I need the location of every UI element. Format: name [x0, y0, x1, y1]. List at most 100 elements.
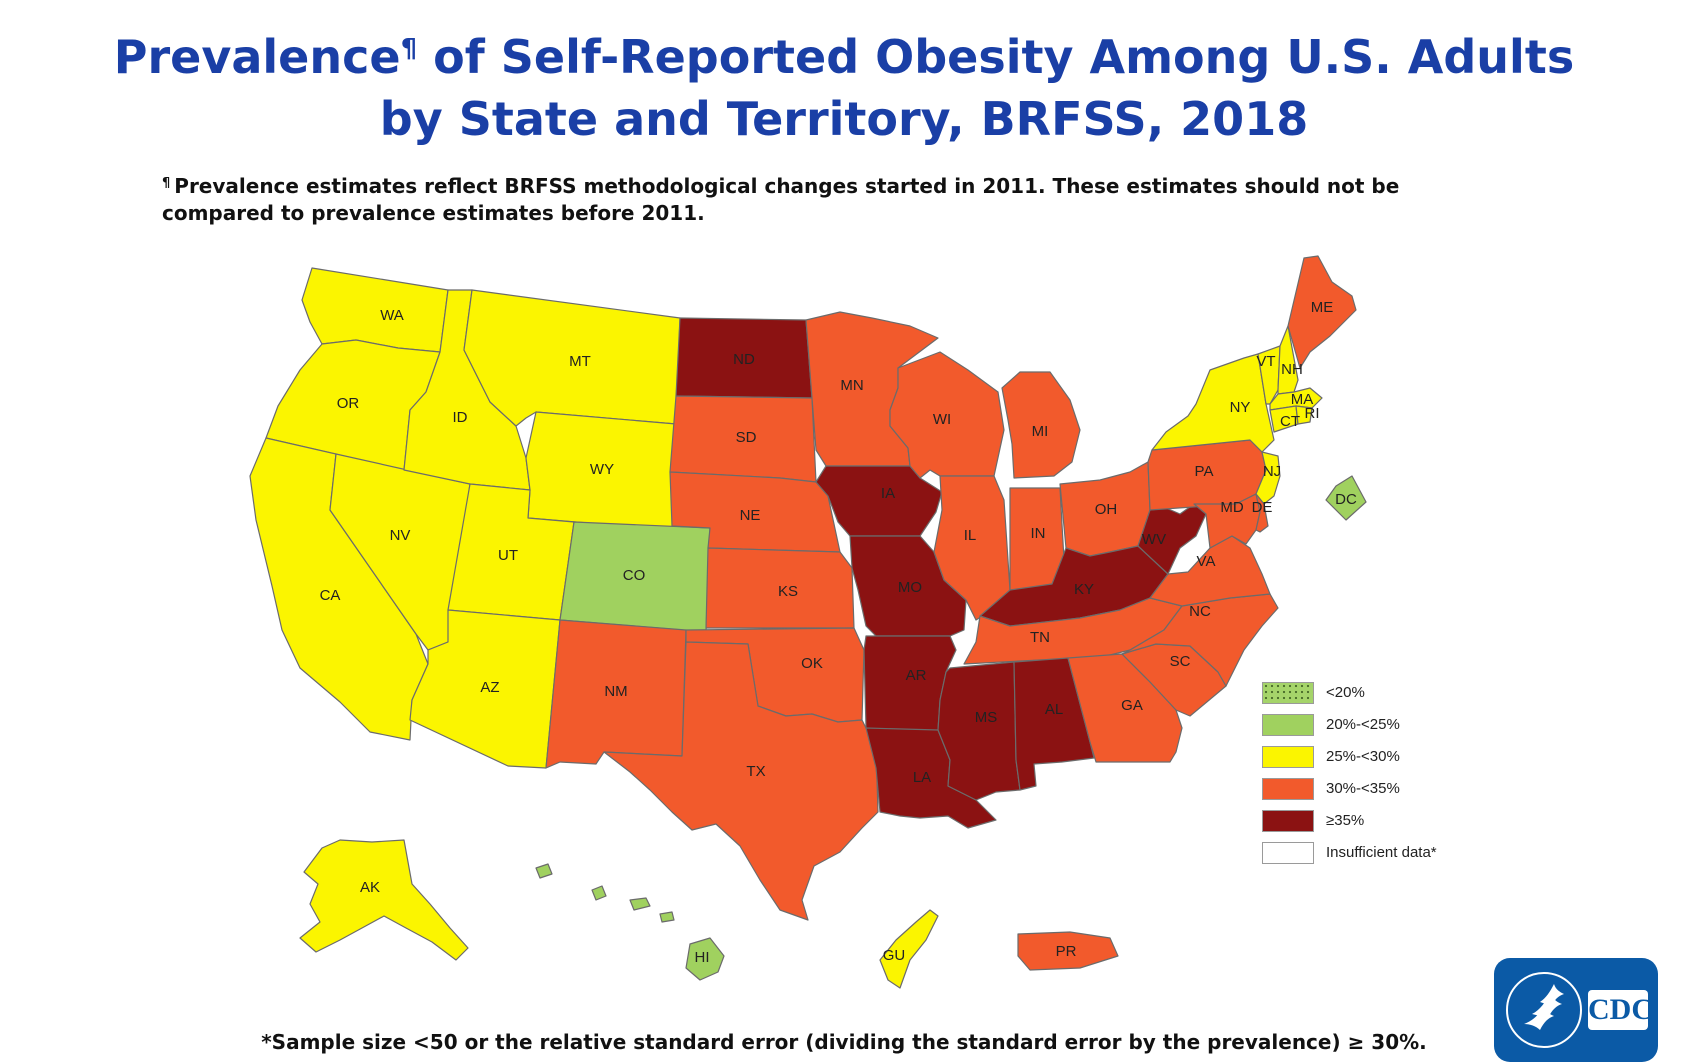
- state-hi: [685, 937, 725, 981]
- map-title: Prevalence¶ of Self-Reported Obesity Amo…: [0, 18, 1688, 150]
- legend-item-c20_25: 20%-<25%: [1262, 714, 1502, 740]
- state-label-nj: NJ: [1263, 463, 1281, 480]
- legend-swatch: [1262, 714, 1314, 736]
- state-label-in: IN: [1031, 525, 1046, 542]
- state-label-mo: MO: [898, 579, 922, 596]
- legend-swatch: [1262, 842, 1314, 864]
- state-me: [1287, 255, 1357, 369]
- state-label-ri: RI: [1305, 405, 1320, 422]
- state-pr: [1017, 931, 1119, 971]
- state-label-nv: NV: [390, 527, 411, 544]
- state-label-al: AL: [1045, 701, 1063, 718]
- state-label-nh: NH: [1281, 361, 1303, 378]
- state-label-dc: DC: [1335, 491, 1357, 508]
- state-label-hi: HI: [695, 949, 710, 966]
- state-label-nc: NC: [1189, 603, 1211, 620]
- state-ks: [705, 547, 855, 629]
- legend-item-c25_30: 25%-<30%: [1262, 746, 1502, 772]
- title-line1-rest: of Self-Reported Obesity Among U.S. Adul…: [417, 30, 1575, 84]
- state-label-ny: NY: [1230, 399, 1251, 416]
- state-label-wa: WA: [380, 307, 404, 324]
- legend-item-ge35: ≥35%: [1262, 810, 1502, 836]
- hi-island-2: [591, 885, 607, 901]
- state-label-de: DE: [1252, 499, 1273, 516]
- state-label-ma: MA: [1291, 391, 1314, 408]
- legend-swatch: [1262, 778, 1314, 800]
- hi-island-1: [535, 863, 553, 879]
- state-tx: [603, 641, 879, 921]
- state-mi: [1001, 371, 1081, 479]
- state-label-co: CO: [623, 567, 646, 584]
- state-label-ga: GA: [1121, 697, 1143, 714]
- sample-size-note: *Sample size <50 or the relative standar…: [261, 1030, 1427, 1054]
- state-label-sc: SC: [1170, 653, 1191, 670]
- state-label-ak: AK: [360, 879, 380, 896]
- legend-label: <20%: [1326, 684, 1365, 701]
- hi-island-4: [659, 911, 675, 923]
- state-ms: [937, 661, 1021, 801]
- state-wi: [889, 351, 1005, 479]
- state-label-wy: WY: [590, 461, 614, 478]
- state-label-nd: ND: [733, 351, 755, 368]
- state-label-sd: SD: [736, 429, 757, 446]
- methodology-footnote: ¶ Prevalence estimates reflect BRFSS meth…: [162, 170, 1492, 227]
- state-label-vt: VT: [1256, 353, 1275, 370]
- state-label-nm: NM: [604, 683, 627, 700]
- state-label-md: MD: [1220, 499, 1243, 516]
- legend-label: Insufficient data*: [1326, 844, 1437, 861]
- title-pilcrow: ¶: [400, 34, 418, 64]
- state-label-wi: WI: [933, 411, 951, 428]
- state-label-ms: MS: [975, 709, 998, 726]
- state-label-ky: KY: [1074, 581, 1094, 598]
- state-label-ar: AR: [906, 667, 927, 684]
- hi-island-3: [629, 897, 651, 911]
- legend-swatch: [1262, 682, 1314, 704]
- state-label-az: AZ: [480, 679, 499, 696]
- state-label-la: LA: [913, 769, 931, 786]
- state-label-ct: CT: [1280, 413, 1300, 430]
- state-label-gu: GU: [883, 947, 906, 964]
- state-label-tx: TX: [746, 763, 765, 780]
- state-label-me: ME: [1311, 299, 1334, 316]
- state-wa: [301, 267, 449, 353]
- state-ri: [1295, 405, 1313, 425]
- state-vt: [1257, 345, 1281, 405]
- legend-label: 25%-<30%: [1326, 748, 1400, 765]
- cdc-wordmark: CDC: [1588, 990, 1653, 1030]
- state-label-mn: MN: [840, 377, 863, 394]
- state-ny: [1151, 353, 1275, 453]
- state-label-mi: MI: [1032, 423, 1049, 440]
- state-label-ne: NE: [740, 507, 761, 524]
- title-line1: Prevalence: [113, 30, 401, 84]
- state-label-ut: UT: [498, 547, 518, 564]
- state-gu: [879, 909, 939, 989]
- state-label-mt: MT: [569, 353, 591, 370]
- state-label-pr: PR: [1056, 943, 1077, 960]
- footnote-text: Prevalence estimates reflect BRFSS metho…: [162, 174, 1400, 225]
- state-label-va: VA: [1197, 553, 1216, 570]
- state-label-id: ID: [453, 409, 468, 426]
- state-dc: [1325, 475, 1367, 521]
- state-label-ok: OK: [801, 655, 823, 672]
- state-md: [1193, 493, 1261, 549]
- state-label-oh: OH: [1095, 501, 1118, 518]
- hhs-seal-icon: [1506, 972, 1582, 1048]
- legend-swatch: [1262, 746, 1314, 768]
- legend-swatch: [1262, 810, 1314, 832]
- cdc-logo: CDC: [1494, 958, 1658, 1062]
- title-line2: by State and Territory, BRFSS, 2018: [379, 92, 1309, 146]
- state-de: [1255, 493, 1269, 533]
- state-label-pa: PA: [1195, 463, 1214, 480]
- hhs-eagle-icon: [1524, 984, 1564, 1030]
- legend-item-lt20: <20%: [1262, 682, 1502, 708]
- state-label-ca: CA: [320, 587, 341, 604]
- legend-label: 30%-<35%: [1326, 780, 1400, 797]
- state-va: [1149, 535, 1271, 607]
- legend-label: 20%-<25%: [1326, 716, 1400, 733]
- state-il: [933, 475, 1011, 621]
- state-label-or: OR: [337, 395, 360, 412]
- state-label-tn: TN: [1030, 629, 1050, 646]
- state-label-il: IL: [964, 527, 977, 544]
- state-ak: [299, 839, 469, 961]
